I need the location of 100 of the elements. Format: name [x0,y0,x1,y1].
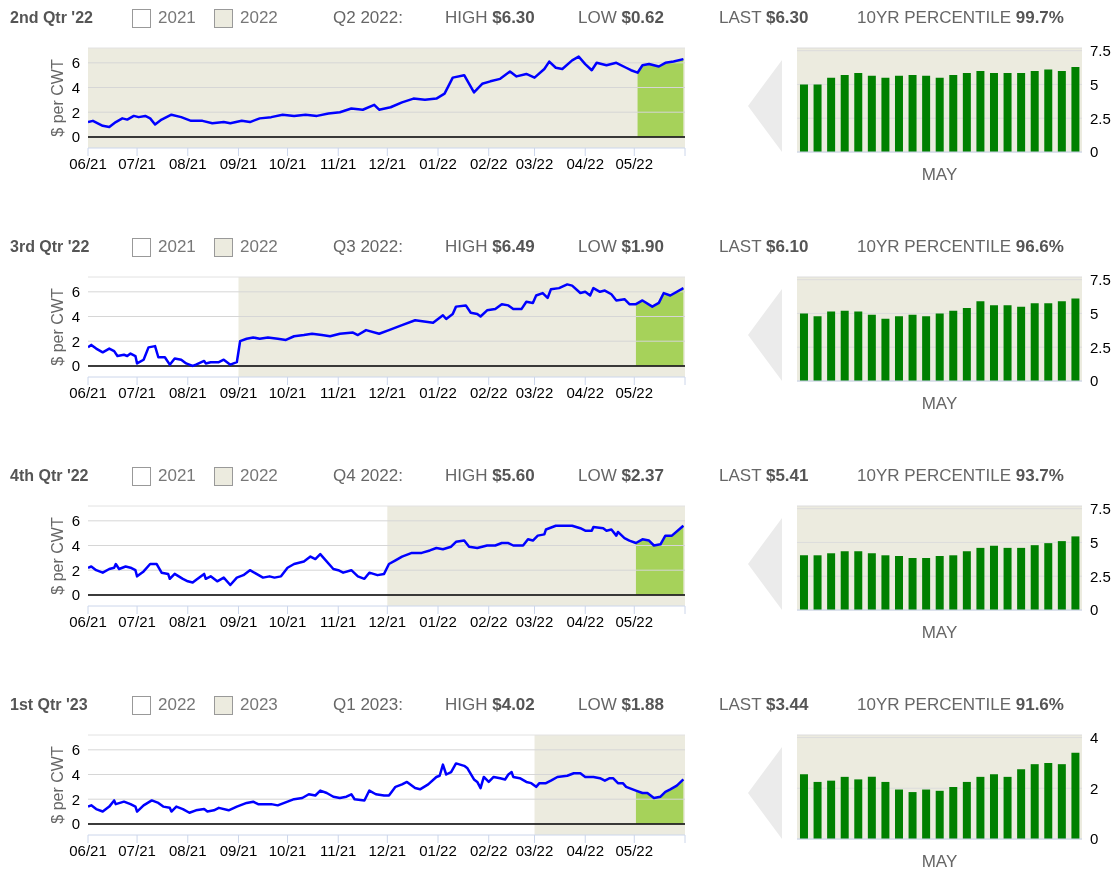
bar [827,780,836,839]
y-tick-label: 0 [1090,143,1099,161]
x-tick-label: 07/21 [118,383,156,401]
y-tick-label: 6 [71,54,80,72]
y-tick-label: 7.5 [1090,271,1111,289]
x-tick-label: 01/22 [419,383,457,401]
bar [935,790,944,839]
bar [976,776,985,839]
bar [827,553,836,610]
y-tick-label: 7.5 [1090,500,1111,518]
legend-label: 2022 [239,466,278,486]
bar [1044,543,1053,610]
text: 10YR PERCENTILE 96.6% [857,237,1064,257]
x-tick-label: 09/21 [219,612,258,630]
y-tick-label: 0 [1090,601,1099,619]
x-axis-title: MAY [921,623,958,642]
bar [949,310,958,381]
bar [1003,72,1012,152]
bar [813,555,822,610]
bar [894,789,903,839]
bar [1057,70,1066,152]
bar [1003,547,1012,610]
y-tick-label: 4 [71,307,80,325]
y-tick-label: 2 [71,790,80,808]
y-tick-label: 0 [1090,830,1099,848]
x-tick-label: 01/22 [419,612,457,630]
x-tick-label: 05/22 [615,612,654,630]
bar [881,555,890,610]
bar [962,551,971,610]
bar [908,792,917,839]
x-tick-label: 04/22 [566,612,604,630]
x-tick-label: 05/22 [615,154,654,172]
x-tick-label: 06/21 [69,383,107,401]
bar [813,781,822,839]
y-tick-label: 4 [1090,728,1099,746]
y-tick-label: 2 [71,561,80,579]
x-tick-label: 11/21 [320,841,357,859]
y-tick-label: 0 [71,586,80,604]
x-tick-label: 10/21 [268,383,307,401]
bar [1017,72,1026,152]
text: 2022 [157,695,196,715]
text: LOW $1.88 [578,695,664,715]
x-tick-label: 12/21 [368,154,407,172]
bar [1071,536,1080,610]
x-tick-label: 08/21 [169,383,207,401]
x-tick-label: 04/22 [566,383,604,401]
bar [976,547,985,610]
y-tick-label: 0 [71,815,80,833]
bar [840,75,849,152]
bar [881,781,890,839]
x-axis-title: MAY [921,394,958,413]
bar [935,77,944,152]
y-tick-label: 0 [71,357,80,375]
bar [908,314,917,381]
bar [894,555,903,610]
x-tick-label: 11/21 [320,154,357,172]
bar [827,77,836,152]
x-tick-label: 07/21 [118,612,156,630]
x-tick-label: 07/21 [118,841,156,859]
bar [894,75,903,152]
y-tick-label: 2 [71,332,80,350]
bar [962,72,971,152]
y-tick-label: 4 [71,765,80,783]
bar [813,316,822,381]
x-tick-label: 08/21 [169,154,207,172]
y-tick-label: 2.5 [1090,338,1111,356]
bar [976,70,985,152]
bar [867,553,876,610]
bar [1044,762,1053,839]
text: Q4 2022: [333,466,403,486]
legend-label: 2023 [239,695,278,715]
bar [1030,545,1039,610]
x-tick-label: 05/22 [615,841,654,859]
y-tick-label: 2 [1090,779,1099,797]
y-tick-label: 6 [71,283,80,301]
x-tick-label: 09/21 [219,841,258,859]
y-tick-label: 0 [1090,372,1099,390]
chart-title: 2nd Qtr '22 [10,9,93,27]
x-tick-label: 09/21 [219,154,258,172]
chart-title: 3rd Qtr '22 [10,238,90,256]
text: LAST $6.10 [719,237,809,257]
x-tick-label: 10/21 [268,841,307,859]
y-axis-title: $ per CWT [48,517,66,595]
bar [1003,776,1012,839]
bar [1071,752,1080,839]
bar [854,311,863,381]
y-axis-title: $ per CWT [48,288,66,366]
bar [881,318,890,381]
bar [840,310,849,381]
x-tick-label: 09/21 [219,383,258,401]
bar [799,555,808,610]
line-series [88,762,685,815]
x-tick-label: 02/22 [469,383,508,401]
text: 10YR PERCENTILE 91.6% [857,695,1064,715]
x-tick-label: 02/22 [469,154,508,172]
y-axis-title: $ per CWT [48,746,66,824]
line-series [88,283,685,368]
bar [840,551,849,610]
text: 10YR PERCENTILE 99.7% [857,8,1064,28]
bar [1044,69,1053,152]
